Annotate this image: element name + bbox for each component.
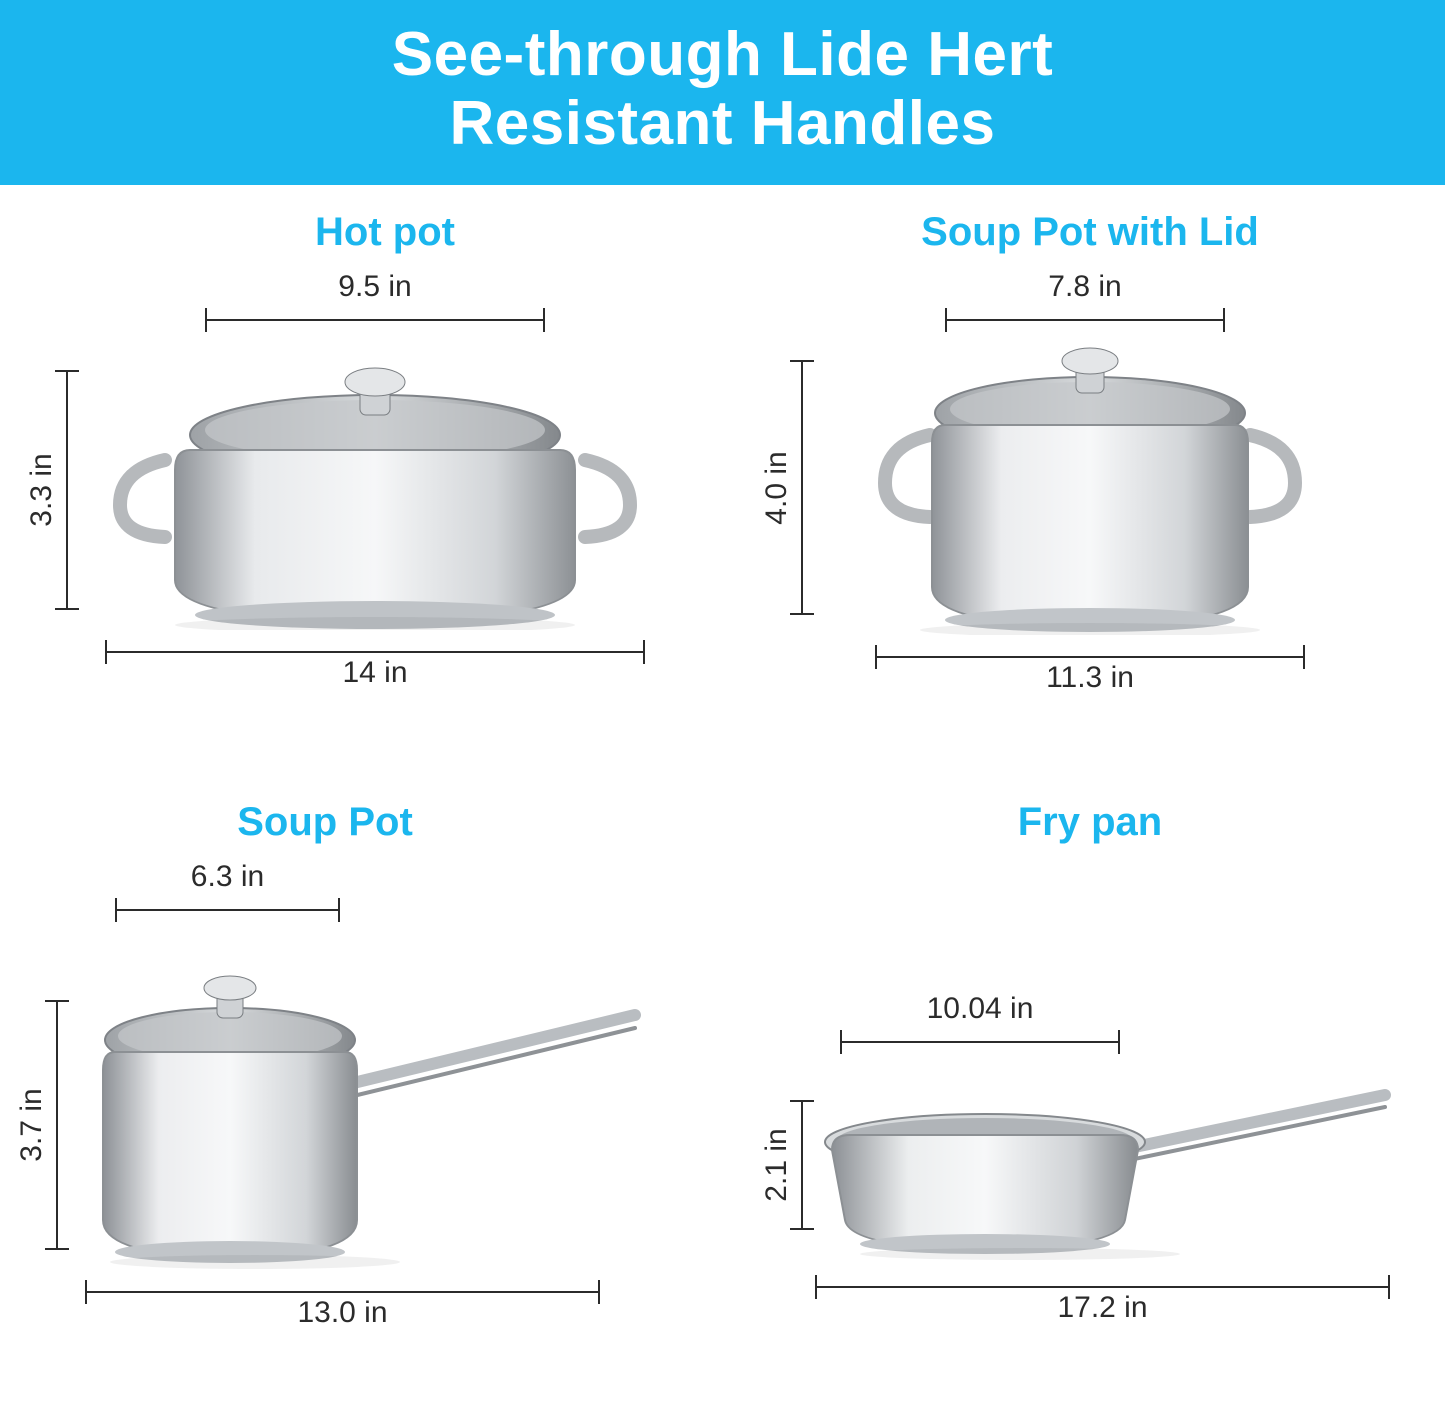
figure-hot-pot (105, 330, 645, 630)
figure-soup-pot (95, 930, 655, 1270)
dim-top-fry-pan-label: 10.04 in (927, 992, 1034, 1026)
dim-height-fry-pan: 2.1 in (790, 1100, 814, 1230)
dim-bottom-fry-pan-label: 17.2 in (1057, 1291, 1147, 1325)
product-grid: Hot pot 9.5 in 3.3 in (0, 200, 1445, 1420)
dim-bottom-hot-pot: 14 in (105, 640, 645, 664)
cell-fry-pan: Fry pan 10.04 in 2.1 in (760, 800, 1420, 1380)
dim-bottom-soup-pot: 13.0 in (85, 1280, 600, 1304)
banner-line2: Resistant Handles (0, 89, 1445, 158)
dim-top-soup-pot-label: 6.3 in (191, 860, 264, 894)
dim-bottom-soup-pot-lid-label: 11.3 in (1046, 661, 1134, 695)
dim-top-soup-pot-lid-label: 7.8 in (1048, 270, 1121, 304)
title-hot-pot: Hot pot (55, 210, 715, 255)
dim-height-soup-pot-lid: 4.0 in (790, 360, 814, 615)
banner-line1: See-through Lide Hert (0, 20, 1445, 89)
title-soup-pot: Soup Pot (0, 800, 715, 845)
dim-height-fry-pan-label: 2.1 in (760, 1128, 794, 1201)
cell-soup-pot-lid: Soup Pot with Lid 7.8 in 4.0 in (760, 210, 1420, 770)
cell-hot-pot: Hot pot 9.5 in 3.3 in (55, 210, 715, 770)
dim-height-hot-pot: 3.3 in (55, 370, 79, 610)
cell-soup-pot: Soup Pot 6.3 in 3.7 in (55, 800, 715, 1380)
dim-height-soup-pot-label: 3.7 in (15, 1088, 49, 1161)
figure-soup-pot-lid (870, 325, 1310, 635)
title-soup-pot-lid: Soup Pot with Lid (760, 210, 1420, 255)
dim-height-soup-pot-lid-label: 4.0 in (760, 451, 794, 524)
dim-top-hot-pot-label: 9.5 in (338, 270, 411, 304)
dim-height-soup-pot: 3.7 in (45, 1000, 69, 1250)
dim-height-hot-pot-label: 3.3 in (25, 453, 59, 526)
banner: See-through Lide Hert Resistant Handles (0, 0, 1445, 185)
dim-top-hot-pot: 9.5 in (205, 308, 545, 332)
dim-bottom-soup-pot-label: 13.0 in (297, 1296, 387, 1330)
figure-fry-pan (820, 1080, 1400, 1260)
dim-top-soup-pot: 6.3 in (115, 898, 340, 922)
title-fry-pan: Fry pan (760, 800, 1420, 845)
dim-top-fry-pan: 10.04 in (840, 1030, 1120, 1054)
dim-bottom-soup-pot-lid: 11.3 in (875, 645, 1305, 669)
dim-bottom-fry-pan: 17.2 in (815, 1275, 1390, 1299)
dim-bottom-hot-pot-label: 14 in (342, 656, 407, 690)
